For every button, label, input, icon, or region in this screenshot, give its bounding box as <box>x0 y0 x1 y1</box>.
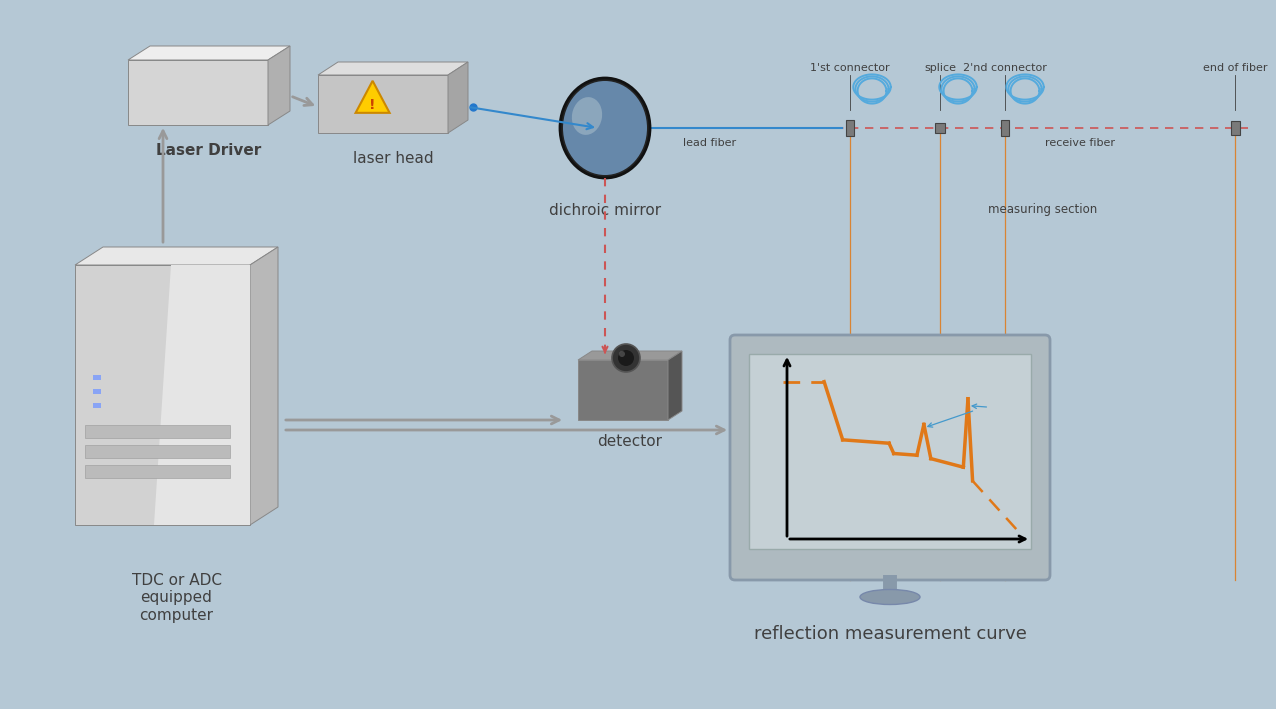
Bar <box>1000 120 1009 136</box>
Polygon shape <box>578 351 681 360</box>
Bar <box>85 425 230 438</box>
Polygon shape <box>356 81 389 113</box>
Ellipse shape <box>572 97 602 135</box>
Circle shape <box>612 344 641 372</box>
Text: fresnel-
reflections: fresnel- reflections <box>977 391 1036 413</box>
Bar <box>935 123 946 133</box>
Ellipse shape <box>563 81 647 175</box>
Text: damping
(dB): damping (dB) <box>735 442 781 464</box>
Circle shape <box>619 351 625 357</box>
Ellipse shape <box>860 589 920 605</box>
Polygon shape <box>250 247 278 525</box>
Polygon shape <box>268 46 290 125</box>
Polygon shape <box>318 75 448 133</box>
Text: TDC or ADC
equipped
computer: TDC or ADC equipped computer <box>131 573 222 623</box>
Text: 2'nd connector: 2'nd connector <box>963 63 1046 73</box>
Polygon shape <box>318 62 468 75</box>
Bar <box>749 354 1031 549</box>
Text: receive fiber: receive fiber <box>1045 138 1115 148</box>
Polygon shape <box>578 360 669 420</box>
Polygon shape <box>669 351 681 420</box>
Polygon shape <box>75 247 278 265</box>
FancyBboxPatch shape <box>730 335 1050 580</box>
Polygon shape <box>448 62 468 133</box>
Text: dichroic mirror: dichroic mirror <box>549 203 661 218</box>
Text: measuring section: measuring section <box>988 203 1097 216</box>
Text: 1'st connector: 1'st connector <box>810 63 889 73</box>
Polygon shape <box>75 265 250 525</box>
Text: !: ! <box>369 98 376 112</box>
Text: 0m: 0m <box>778 549 795 559</box>
Text: damping: damping <box>832 469 882 479</box>
Ellipse shape <box>560 78 649 178</box>
Bar <box>85 465 230 478</box>
Text: detector: detector <box>597 434 662 449</box>
Text: laser head: laser head <box>352 151 434 166</box>
Text: reflection measurement curve: reflection measurement curve <box>754 625 1026 643</box>
Text: lead fiber: lead fiber <box>684 138 736 148</box>
Circle shape <box>618 350 634 366</box>
Polygon shape <box>128 46 290 60</box>
Text: end of fiber: end of fiber <box>1203 63 1267 73</box>
Bar <box>85 445 230 458</box>
Text: Laser Driver: Laser Driver <box>157 143 262 158</box>
Text: time (converted to fiber optic distance): time (converted to fiber optic distance) <box>806 559 999 569</box>
Text: splice: splice <box>924 63 956 73</box>
Text: {m}: {m} <box>1007 549 1031 559</box>
Bar <box>93 375 101 380</box>
Polygon shape <box>153 265 250 525</box>
Bar <box>93 389 101 394</box>
Bar <box>846 120 854 136</box>
Bar <box>93 403 101 408</box>
Polygon shape <box>128 60 268 125</box>
Bar <box>1230 121 1239 135</box>
